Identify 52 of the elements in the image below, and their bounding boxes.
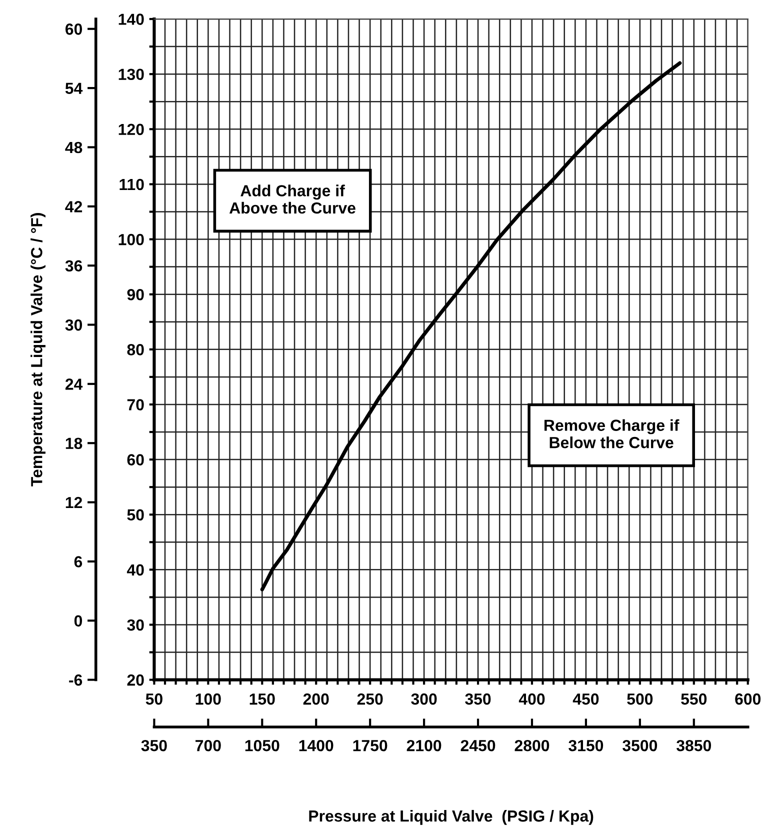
x2-tick-label: 1050 xyxy=(245,740,280,752)
x2-tick-label: 2450 xyxy=(460,740,496,752)
x-tick-label: 200 xyxy=(303,693,329,705)
x-axis-title: Pressure at Liquid Valve (PSIG / Kpa) xyxy=(309,810,594,825)
x2-tick-label: 1750 xyxy=(353,740,388,752)
x-tick-label: 500 xyxy=(627,693,653,705)
x2-tick-label: 1400 xyxy=(299,740,334,752)
x-tick-label: 150 xyxy=(250,693,275,705)
x-tick-label: 400 xyxy=(518,693,545,705)
x2-tick-label: 700 xyxy=(196,740,221,752)
y-tick-label: 20 xyxy=(127,674,144,686)
y2-tick-label: 54 xyxy=(65,82,83,94)
x-tick-label: 350 xyxy=(465,693,491,705)
y2-tick-label: 12 xyxy=(66,496,82,508)
y2-axis-title: Temperature at Liquid Valve (°C / °F) xyxy=(30,213,46,486)
y2-tick-label: 36 xyxy=(65,260,82,272)
y2-tick-label: 30 xyxy=(65,319,82,331)
y-tick-label: 50 xyxy=(127,509,144,521)
y2-tick-label: -6 xyxy=(69,674,82,686)
y2-tick-label: 24 xyxy=(65,378,83,390)
x-tick-label: 100 xyxy=(196,693,221,705)
y-tick-label: 140 xyxy=(118,14,144,25)
y2-tick-label: 60 xyxy=(65,24,82,35)
x-tick-label: 300 xyxy=(411,693,437,705)
y-tick-label: 130 xyxy=(118,68,144,80)
y-tick-label: 30 xyxy=(127,619,144,631)
y-tick-label: 100 xyxy=(118,234,144,246)
x2-tick-label: 3850 xyxy=(676,740,712,752)
y-tick-label: 120 xyxy=(118,124,144,136)
y-tick-label: 40 xyxy=(126,564,144,576)
x-tick-label: 550 xyxy=(681,693,707,705)
y-tick-label: 80 xyxy=(127,344,144,356)
x2-tick-label: 350 xyxy=(141,740,167,752)
x-tick-label: 450 xyxy=(572,693,599,705)
x2-tick-label: 2800 xyxy=(514,740,550,752)
annotation: Remove Charge if Below the Curve xyxy=(544,419,680,448)
x2-tick-label: 2100 xyxy=(406,740,442,752)
x-tick-label: 50 xyxy=(146,693,162,705)
y-tick-label: 90 xyxy=(127,288,144,300)
y2-tick-label: 18 xyxy=(66,438,82,450)
y-tick-label: 110 xyxy=(120,178,144,190)
annotation: Add Charge if Above the Curve xyxy=(229,184,356,214)
y2-tick-label: 48 xyxy=(65,142,82,154)
y-tick-label: 60 xyxy=(127,454,144,466)
y-tick-label: 70 xyxy=(127,399,144,410)
x-tick-label: 250 xyxy=(357,693,383,705)
y2-tick-label: 0 xyxy=(74,615,82,627)
x-tick-label: 600 xyxy=(735,693,761,705)
x2-tick-label: 3150 xyxy=(568,740,604,752)
x2-tick-label: 3500 xyxy=(622,740,658,752)
y2-tick-label: 6 xyxy=(74,556,82,568)
y2-tick-label: 42 xyxy=(65,201,82,212)
